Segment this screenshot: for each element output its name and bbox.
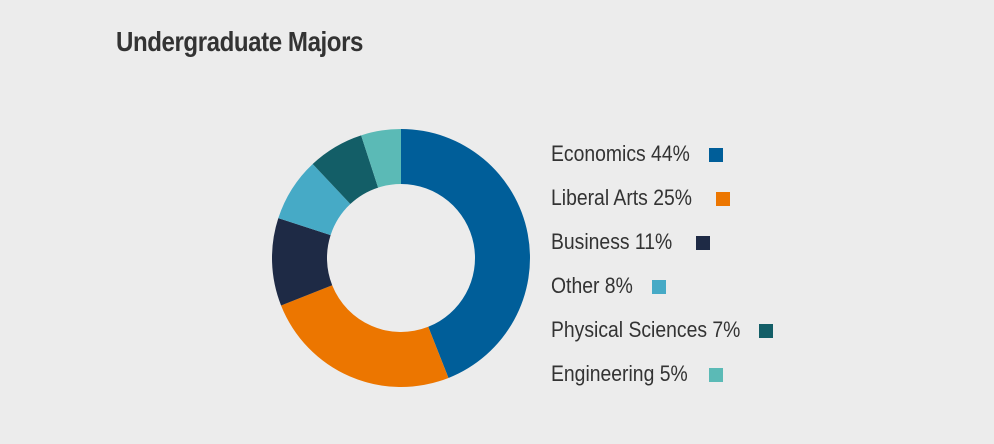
donut-chart — [272, 129, 530, 387]
legend-swatch-business — [696, 236, 710, 250]
legend-item-engineering: Engineering 5% — [551, 352, 766, 396]
donut-slice-economics — [401, 129, 530, 378]
legend-swatch-other — [652, 280, 666, 294]
donut-slice-other — [278, 163, 351, 236]
legend-label: Other 8% — [551, 273, 633, 298]
legend-label: Business 11% — [551, 229, 673, 254]
chart-title: Undergraduate Majors — [116, 26, 363, 57]
donut-slice-liberal-arts — [281, 285, 449, 387]
legend-label: Economics 44% — [551, 141, 690, 166]
donut-slice-engineering — [361, 129, 401, 188]
donut-slice-business — [272, 218, 333, 306]
legend-label: Liberal Arts 25% — [551, 185, 692, 210]
legend-label: Physical Sciences 7% — [551, 317, 741, 342]
legend: Economics 44% Liberal Arts 25% Business … — [551, 132, 773, 396]
legend-item-economics: Economics 44% — [551, 132, 766, 176]
legend-swatch-liberal-arts — [716, 192, 730, 206]
donut-slice-physical-sciences — [312, 135, 379, 205]
legend-swatch-economics — [709, 148, 723, 162]
legend-label: Engineering 5% — [551, 361, 688, 386]
legend-swatch-physical-sciences — [759, 324, 773, 338]
legend-item-physical-sciences: Physical Sciences 7% — [551, 308, 773, 352]
legend-item-business: Business 11% — [551, 220, 766, 264]
legend-swatch-engineering — [709, 368, 723, 382]
legend-item-liberal-arts: Liberal Arts 25% — [551, 176, 766, 220]
legend-item-other: Other 8% — [551, 264, 766, 308]
